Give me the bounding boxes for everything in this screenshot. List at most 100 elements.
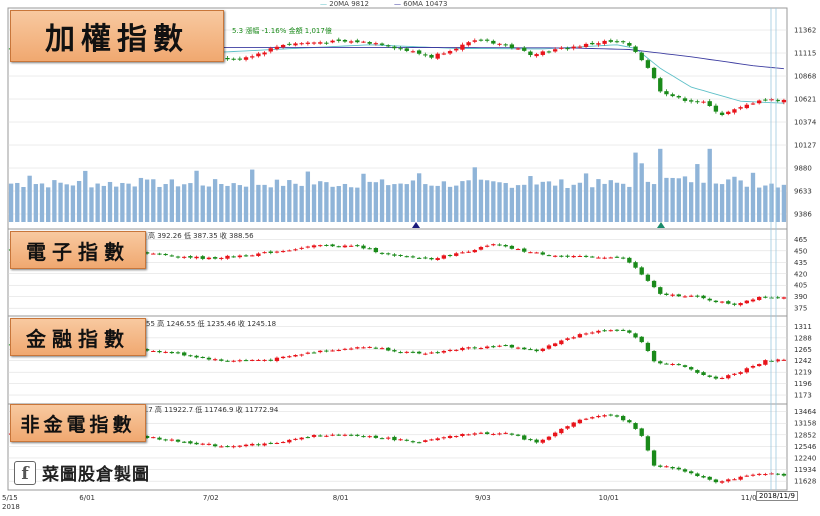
candle-body — [565, 426, 570, 429]
y-tick-label: 9880 — [794, 165, 812, 173]
y-tick-label: 12546 — [794, 443, 817, 451]
volume-bar — [237, 185, 243, 222]
candle-body — [280, 442, 286, 444]
candle-body — [287, 439, 292, 443]
candle-body — [701, 372, 706, 376]
candle-body — [472, 40, 477, 42]
y-tick-label: 10868 — [794, 73, 816, 81]
volume-bar — [76, 180, 82, 222]
candle-body — [738, 476, 743, 480]
candle-body — [293, 438, 298, 440]
panel-title-taiex: 加權指數 — [10, 10, 224, 62]
volume-bar — [355, 187, 360, 222]
volume-bar — [367, 181, 372, 222]
volume-bar — [460, 181, 465, 222]
candle-body — [559, 255, 564, 257]
candle-body — [447, 349, 453, 351]
volume-bar — [219, 184, 224, 222]
candle-body — [398, 352, 403, 354]
volume-bar — [299, 185, 304, 222]
volume-bar — [212, 179, 218, 222]
y-tick-label: 420 — [794, 270, 807, 278]
volume-bar — [256, 184, 261, 222]
volume-bar — [627, 186, 632, 222]
candle-body — [540, 439, 545, 443]
candle-body — [583, 418, 589, 420]
candle-body — [670, 363, 675, 365]
candle-body — [732, 479, 737, 481]
candle-body — [515, 347, 521, 349]
candle-body — [392, 46, 397, 49]
candle-body — [268, 359, 273, 361]
candle-body — [318, 350, 323, 353]
volume-bar — [231, 183, 236, 222]
candle-body — [231, 446, 236, 448]
candle-body — [423, 440, 428, 442]
marker-triangle — [412, 222, 420, 228]
candle-body — [429, 54, 434, 58]
candle-body — [478, 39, 484, 41]
candle-body — [614, 415, 620, 417]
volume-bar — [169, 179, 175, 222]
candle-body — [670, 294, 675, 296]
candle-body — [682, 296, 688, 298]
volume-bar — [398, 183, 403, 222]
candle-body — [707, 101, 712, 106]
candle-body — [206, 357, 212, 360]
candle-body — [509, 344, 515, 348]
candle-body — [373, 347, 379, 349]
candle-body — [194, 442, 199, 445]
candle-body — [552, 49, 558, 52]
y-tick-label: 11362 — [794, 27, 816, 35]
candle-body — [305, 246, 311, 248]
candle-body — [423, 353, 428, 355]
candle-body — [639, 428, 644, 436]
candle-body — [274, 46, 280, 50]
candle-body — [775, 473, 780, 475]
y-tick-label: 1242 — [794, 357, 812, 365]
volume-bar — [268, 187, 273, 222]
volume-bar — [114, 186, 119, 222]
candle-body — [633, 46, 638, 52]
candle-body — [256, 359, 261, 361]
candle-body — [726, 301, 731, 304]
candle-body — [707, 375, 712, 377]
candle-body — [188, 441, 193, 444]
candle-body — [565, 255, 570, 257]
volume-bar — [64, 184, 69, 222]
candle-body — [318, 42, 323, 44]
candle-body — [645, 274, 651, 281]
candle-body — [392, 350, 397, 352]
candle-body — [670, 94, 675, 97]
volume-bar — [658, 148, 663, 222]
candle-body — [763, 474, 768, 476]
volume-bar — [311, 184, 317, 222]
candle-body — [355, 40, 360, 43]
volume-bar — [484, 180, 490, 222]
candle-body — [441, 255, 447, 259]
volume-bar — [318, 181, 323, 222]
y-tick-label: 390 — [794, 293, 807, 301]
candle-body — [639, 52, 644, 61]
volume-bar — [200, 185, 205, 222]
candle-body — [256, 444, 261, 446]
credit-text: 菜圖股倉製圖 — [42, 465, 150, 485]
candle-body — [398, 48, 403, 50]
candle-body — [484, 432, 490, 435]
candle-body — [695, 370, 700, 373]
candle-body — [559, 428, 564, 434]
volume-bar — [546, 181, 552, 222]
candle-body — [769, 473, 774, 475]
candle-body — [726, 111, 731, 115]
panel-title-non-fin-elec: 非金電指數 — [10, 404, 146, 442]
candle-body — [528, 252, 533, 254]
candle-body — [602, 40, 607, 44]
candle-body — [689, 100, 694, 102]
volume-bar — [744, 186, 749, 222]
volume-bar — [138, 177, 144, 222]
candle-body — [497, 244, 502, 246]
x-tick-label: 9/03 — [475, 494, 491, 502]
candle-body — [404, 439, 409, 441]
volume-bar — [441, 181, 447, 222]
x-tick-label: 5/15 — [2, 494, 18, 502]
